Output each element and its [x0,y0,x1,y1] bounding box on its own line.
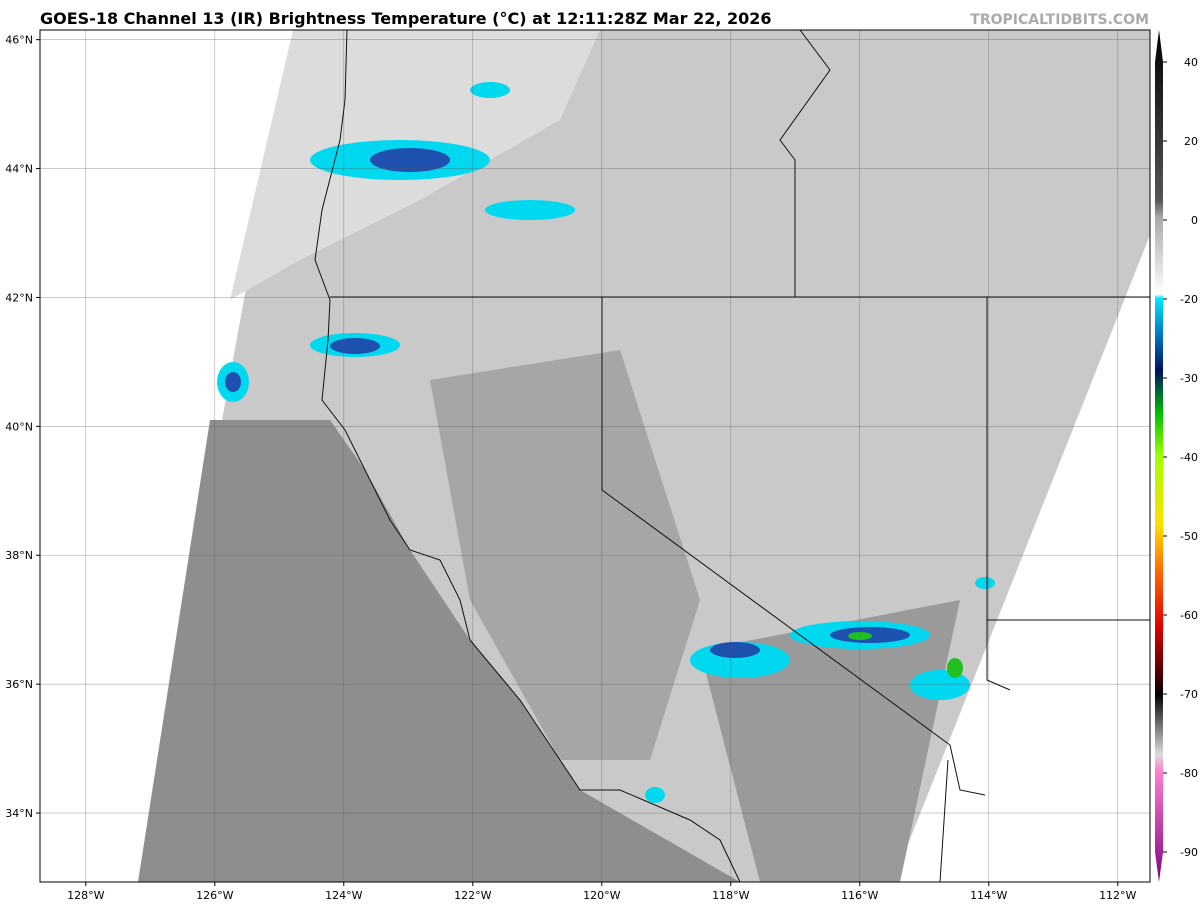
y-tick-label: 46°N [5,34,33,47]
colorbar-tick-label: -90 [1180,846,1198,859]
y-tick-label: 34°N [5,807,33,820]
title: GOES-18 Channel 13 (IR) Brightness Tempe… [40,9,772,28]
x-tick-label: 126°W [196,889,233,902]
colorbar-tick-label: 20 [1184,135,1198,148]
x-tick-label: 116°W [841,889,878,902]
colorbar-tick-label: -70 [1180,688,1198,701]
x-tick-label: 128°W [67,889,104,902]
colorbar-tick-label: -80 [1180,767,1198,780]
y-tick-label: 36°N [5,678,33,691]
imagery [40,30,1150,882]
map-frame [39,29,1151,883]
watermark: TROPICALTIDBITS.COM [970,12,1149,28]
y-tick-label: 40°N [5,420,33,433]
y-tick-label: 38°N [5,549,33,562]
colorbar-tick-label: -20 [1180,293,1198,306]
x-tick-label: 124°W [325,889,362,902]
grid [40,30,1150,882]
x-tick-label: 112°W [1099,889,1136,902]
x-tick-label: 114°W [970,889,1007,902]
y-tick-label: 44°N [5,163,33,176]
x-tick-label: 122°W [454,889,491,902]
colorbar-tick-label: 40 [1184,56,1198,69]
y-tick-label: 42°N [5,291,33,304]
colorbar [1155,30,1163,882]
x-tick-label: 120°W [583,889,620,902]
colorbar-tick-label: -30 [1180,372,1198,385]
colorbar-tick-label: -60 [1180,609,1198,622]
colorbar-tick-label: 0 [1191,214,1198,227]
colorbar-tick-label: -40 [1180,451,1198,464]
colorbar-tick-label: -50 [1180,530,1198,543]
x-tick-label: 118°W [712,889,749,902]
